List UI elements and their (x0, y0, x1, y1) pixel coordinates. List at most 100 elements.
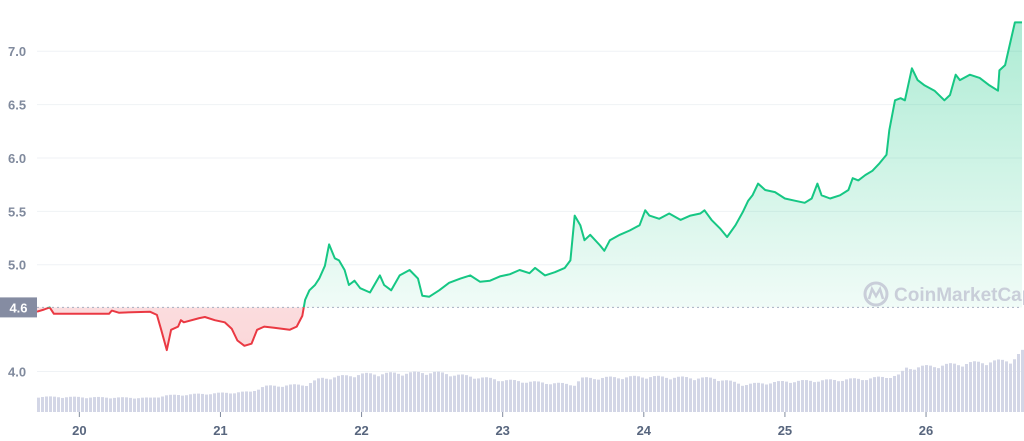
volume-bar (97, 396, 100, 412)
volume-bar (509, 379, 512, 412)
volume-bar (181, 395, 184, 412)
volume-bar (709, 377, 712, 412)
volume-bar (285, 385, 288, 412)
volume-bar (573, 385, 576, 412)
volume-bar (229, 393, 232, 412)
volume-bar (189, 394, 192, 412)
volume-bar (297, 384, 300, 412)
volume-bar (853, 378, 856, 412)
volume-bar (857, 378, 860, 412)
volume-bar (897, 374, 900, 412)
volume-bar (461, 374, 464, 412)
volume-bar (601, 377, 604, 412)
volume-bar (409, 372, 412, 412)
volume-bar (457, 374, 460, 412)
volume-bar (581, 377, 584, 412)
y-tick-label: 5.5 (8, 204, 26, 219)
volume-bar (957, 365, 960, 412)
volume-bar (593, 379, 596, 412)
volume-bar (377, 376, 380, 412)
volume-bar (489, 377, 492, 412)
volume-bar (717, 381, 720, 412)
volume-bar (281, 386, 284, 412)
volume-bar (793, 382, 796, 412)
volume-bar (693, 380, 696, 412)
volume-bar (785, 381, 788, 412)
y-tick-label: 5.0 (8, 258, 26, 273)
volume-bar (905, 367, 908, 412)
volume-bars (37, 349, 1024, 412)
volume-bar (337, 375, 340, 412)
volume-bar (425, 374, 428, 412)
volume-bar (953, 363, 956, 412)
volume-bar (749, 383, 752, 412)
volume-bar (149, 397, 152, 412)
x-tick-label: 25 (778, 423, 792, 438)
volume-bar (341, 375, 344, 412)
volume-bar (357, 375, 360, 412)
volume-bar (701, 377, 704, 412)
volume-bar (501, 381, 504, 412)
volume-bar (925, 365, 928, 412)
volume-bar (121, 397, 124, 412)
volume-bar (921, 365, 924, 412)
volume-bar (541, 382, 544, 412)
volume-bar (637, 376, 640, 412)
price-area-up (303, 22, 1022, 308)
volume-bar (829, 379, 832, 412)
volume-bar (585, 377, 588, 412)
volume-bar (789, 382, 792, 412)
volume-bar (469, 376, 472, 412)
volume-bar (45, 396, 48, 412)
volume-bar (197, 393, 200, 412)
volume-bar (249, 391, 252, 412)
volume-bar (129, 397, 132, 412)
volume-bar (865, 380, 868, 412)
volume-bar (629, 376, 632, 412)
volume-bar (205, 394, 208, 412)
volume-bar (449, 376, 452, 412)
volume-bar (641, 377, 644, 412)
volume-bar (485, 377, 488, 412)
volume-bar (349, 376, 352, 412)
volume-bar (265, 385, 268, 412)
volume-bar (329, 379, 332, 412)
volume-bar (933, 367, 936, 412)
volume-bar (385, 372, 388, 412)
volume-bar (597, 379, 600, 412)
volume-bar (253, 390, 256, 412)
volume-bar (1021, 349, 1024, 412)
volume-bar (273, 385, 276, 412)
volume-bar (289, 384, 292, 412)
volume-bar (433, 371, 436, 412)
volume-bar (65, 397, 68, 412)
volume-bar (413, 371, 416, 412)
volume-bar (517, 381, 520, 412)
volume-bar (505, 380, 508, 412)
volume-bar (813, 382, 816, 412)
volume-bar (309, 383, 312, 412)
volume-bar (861, 380, 864, 412)
volume-bar (161, 396, 164, 412)
volume-bar (633, 375, 636, 412)
volume-bar (193, 393, 196, 412)
volume-bar (553, 383, 556, 412)
volume-bar (685, 377, 688, 412)
volume-bar (849, 378, 852, 412)
volume-bar (945, 363, 948, 412)
volume-bar (201, 393, 204, 412)
volume-bar (673, 377, 676, 412)
volume-bar (473, 378, 476, 412)
volume-bar (525, 382, 528, 412)
volume-bar (41, 396, 44, 412)
volume-bar (305, 385, 308, 412)
volume-bar (57, 397, 60, 412)
volume-bar (429, 373, 432, 412)
volume-bar (869, 378, 872, 412)
volume-bar (333, 377, 336, 412)
volume-bar (209, 394, 212, 412)
volume-bar (153, 397, 156, 412)
volume-bar (365, 372, 368, 412)
volume-bar (93, 397, 96, 412)
